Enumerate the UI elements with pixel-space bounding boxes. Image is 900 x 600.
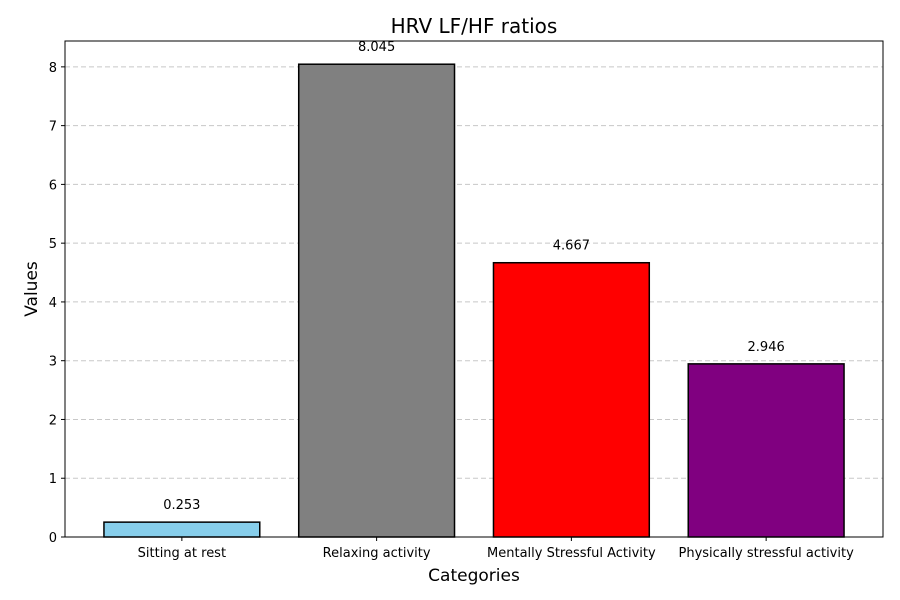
bar [492, 261, 651, 538]
bar-value-label: 4.667 [553, 239, 590, 254]
bars [103, 63, 845, 538]
x-axis-label: Categories [428, 566, 520, 586]
grid-lines [65, 66, 883, 479]
x-tick-label: Sitting at rest [138, 546, 226, 561]
y-tick-label: 5 [49, 237, 57, 252]
x-tick-label: Mentally Stressful Activity [487, 546, 656, 561]
bar-value-label: 0.253 [163, 498, 200, 513]
y-tick-label: 2 [49, 413, 57, 428]
y-tick-label: 1 [49, 472, 57, 487]
data-labels: 0.253 8.045 4.667 2.946 [163, 40, 785, 513]
y-tick-label: 6 [49, 178, 57, 193]
bar [297, 63, 456, 538]
x-tick-label: Relaxing activity [323, 546, 431, 561]
y-axis-label: Values [22, 261, 42, 317]
x-tick-label: Physically stressful activity [679, 546, 855, 561]
x-axis-ticks: Sitting at rest Relaxing activity Mentally… [138, 537, 854, 561]
y-tick-label: 7 [49, 120, 57, 135]
y-tick-label: 0 [49, 531, 57, 546]
bar [103, 521, 261, 538]
y-axis-ticks: 0 1 2 3 4 5 6 7 8 [49, 61, 65, 546]
chart-title: HRV LF/HF ratios [391, 14, 558, 38]
y-tick-label: 8 [49, 61, 57, 76]
bar-value-label: 8.045 [358, 40, 395, 55]
bar [687, 363, 845, 538]
bar-value-label: 2.946 [748, 340, 785, 355]
y-tick-label: 4 [49, 296, 57, 311]
plot-frame [64, 40, 884, 538]
y-tick-label: 3 [49, 355, 57, 370]
